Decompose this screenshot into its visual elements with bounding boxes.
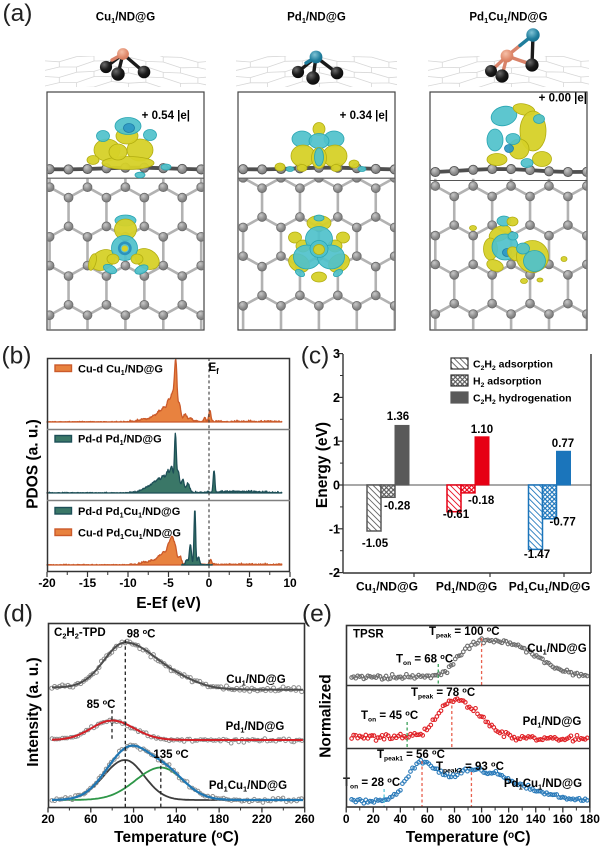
svg-text:5: 5 xyxy=(246,576,253,590)
svg-text:Pd1​Cu1​/ND@G: Pd1​Cu1​/ND@G xyxy=(209,780,287,794)
svg-text:-2: -2 xyxy=(329,566,340,580)
svg-text:-1.05: -1.05 xyxy=(362,538,389,550)
svg-text:Pd1​/ND@G: Pd1​/ND@G xyxy=(436,580,497,596)
svg-text:Intensity (a. u.): Intensity (a. u.) xyxy=(25,657,42,766)
svg-text:Cu1​/ND@G: Cu1​/ND@G xyxy=(96,12,155,26)
svg-text:-0.18: -0.18 xyxy=(468,495,495,507)
svg-text:(b): (b) xyxy=(2,343,32,370)
svg-text:3: 3 xyxy=(333,347,340,361)
svg-text:140: 140 xyxy=(166,812,186,826)
svg-text:-20: -20 xyxy=(38,576,56,590)
svg-text:1: 1 xyxy=(333,435,340,449)
svg-text:0: 0 xyxy=(333,479,340,493)
svg-text:+ 0.00 |e|: + 0.00 |e| xyxy=(539,93,587,105)
svg-text:20: 20 xyxy=(41,812,55,826)
svg-text:80: 80 xyxy=(448,812,462,826)
svg-text:-1.47: -1.47 xyxy=(524,549,550,561)
svg-text:-5: -5 xyxy=(163,576,174,590)
svg-text:220: 220 xyxy=(252,812,272,826)
svg-text:Pd1​/ND@G: Pd1​/ND@G xyxy=(287,12,346,26)
svg-text:E-Ef (eV): E-Ef (eV) xyxy=(136,595,201,612)
svg-text:Pd1​/ND@G: Pd1​/ND@G xyxy=(226,721,285,735)
svg-text:0: 0 xyxy=(343,812,350,826)
svg-text:Cu-d Cu1​/ND@G: Cu-d Cu1​/ND@G xyxy=(78,364,163,378)
svg-text:-0.77: -0.77 xyxy=(550,517,576,529)
svg-text:TPSR: TPSR xyxy=(353,629,384,641)
svg-text:10: 10 xyxy=(283,576,297,590)
svg-text:180: 180 xyxy=(580,812,600,826)
svg-text:Pd1​Cu1​/ND@G: Pd1​Cu1​/ND@G xyxy=(504,778,582,792)
svg-text:-0.28: -0.28 xyxy=(384,501,411,513)
svg-text:Temperature (o​C): Temperature (o​C) xyxy=(406,829,531,846)
svg-text:(e): (e) xyxy=(302,601,332,628)
svg-text:C2​H2​-TPD: C2​H2​-TPD xyxy=(54,627,106,641)
svg-text:H2​ adsorption: H2​ adsorption xyxy=(473,376,542,390)
svg-text:PDOS (a. u.): PDOS (a. u.) xyxy=(25,419,42,509)
svg-text:Pd1​Cu1​/ND@G: Pd1​Cu1​/ND@G xyxy=(509,580,591,596)
svg-text:60: 60 xyxy=(421,812,435,826)
svg-text:85 o​C: 85 o​C xyxy=(87,698,116,712)
svg-text:Cu1​/ND@G: Cu1​/ND@G xyxy=(226,674,285,688)
svg-text:1.10: 1.10 xyxy=(471,424,493,436)
svg-text:180: 180 xyxy=(209,812,229,826)
svg-text:Pd1​/ND@G: Pd1​/ND@G xyxy=(523,716,582,730)
svg-text:Ton​ = 45 o​C: Ton​ = 45 o​C xyxy=(361,709,418,724)
svg-text:60: 60 xyxy=(84,812,98,826)
svg-text:0: 0 xyxy=(206,576,213,590)
svg-text:Cu1​/ND@G: Cu1​/ND@G xyxy=(527,643,586,657)
svg-text:Ton​ = 28 o​C: Ton​ = 28 o​C xyxy=(343,776,400,791)
svg-text:+ 0.54 |e|: + 0.54 |e| xyxy=(142,110,190,122)
svg-text:-10: -10 xyxy=(119,576,137,590)
svg-text:C2​H2​ adsorption: C2​H2​ adsorption xyxy=(473,359,553,373)
svg-text:Temperature (o​C): Temperature (o​C) xyxy=(114,829,239,846)
svg-text:Pd-d Pd1​Cu1​/ND@G: Pd-d Pd1​Cu1​/ND@G xyxy=(78,506,180,520)
svg-text:160: 160 xyxy=(553,812,573,826)
svg-text:-1: -1 xyxy=(329,522,340,536)
svg-text:Energy (eV): Energy (eV) xyxy=(314,422,331,508)
svg-text:2: 2 xyxy=(333,391,340,405)
svg-text:Pd1​Cu1​/ND@G: Pd1​Cu1​/ND@G xyxy=(469,12,547,26)
svg-text:20: 20 xyxy=(367,812,381,826)
svg-text:-15: -15 xyxy=(79,576,97,590)
svg-text:(a): (a) xyxy=(3,0,33,27)
svg-text:98 o​C: 98 o​C xyxy=(127,627,156,641)
svg-text:Ton​ = 68 o​C: Ton​ = 68 o​C xyxy=(396,652,453,667)
svg-text:(c): (c) xyxy=(301,343,330,370)
svg-text:100: 100 xyxy=(472,812,492,826)
svg-text:Ef: Ef xyxy=(209,362,220,376)
svg-text:140: 140 xyxy=(526,812,546,826)
svg-text:Pd-d Pd1​/ND@G: Pd-d Pd1​/ND@G xyxy=(78,434,162,448)
svg-text:100: 100 xyxy=(124,812,144,826)
svg-text:Cu1​/ND@G: Cu1​/ND@G xyxy=(356,580,418,596)
svg-text:C2​H2​ hydrogenation: C2​H2​ hydrogenation xyxy=(473,393,572,407)
svg-text:Cu-d Pd1​Cu1​/ND@G: Cu-d Pd1​Cu1​/ND@G xyxy=(78,528,181,542)
svg-text:0.77: 0.77 xyxy=(552,438,574,450)
svg-text:135 o​C: 135 o​C xyxy=(153,748,188,762)
svg-text:120: 120 xyxy=(499,812,519,826)
svg-text:260: 260 xyxy=(295,812,315,826)
svg-text:40: 40 xyxy=(394,812,408,826)
svg-text:Normalized: Normalized xyxy=(318,674,335,758)
svg-text:(d): (d) xyxy=(3,601,33,628)
svg-text:+ 0.34 |e|: + 0.34 |e| xyxy=(340,110,388,122)
svg-text:-0.61: -0.61 xyxy=(443,509,470,521)
svg-text:1.36: 1.36 xyxy=(387,411,409,423)
